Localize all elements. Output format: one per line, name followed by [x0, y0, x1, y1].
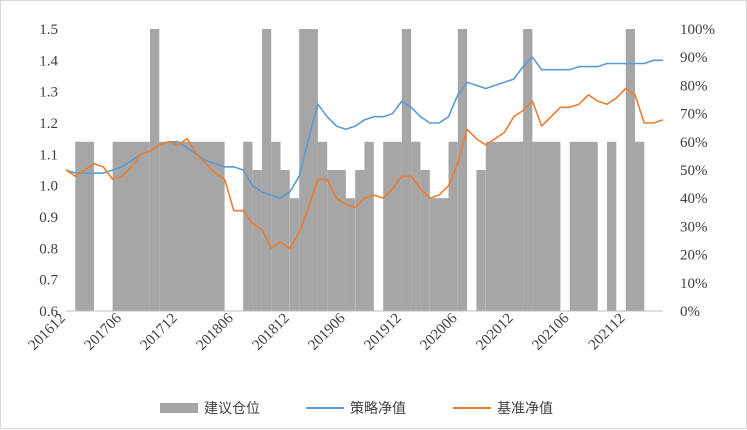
- y-left-tick-label: 1.4: [39, 53, 58, 69]
- y-left-tick-label: 1.5: [39, 22, 58, 38]
- position-area-segment: [271, 141, 281, 311]
- position-area-segment: [317, 141, 328, 311]
- position-area-segment: [448, 141, 458, 311]
- y-right-tick-label: 80%: [680, 78, 708, 94]
- legend-label-position: 建议仓位: [204, 401, 260, 417]
- benchmark-nav-line: [65, 87, 664, 250]
- x-tick-label: 201712: [138, 311, 181, 354]
- x-tick-label: 202112: [586, 311, 629, 354]
- position-area-segment: [485, 141, 524, 311]
- y-right-tick-label: 70%: [680, 107, 708, 123]
- y-right-tick-label: 30%: [680, 219, 708, 235]
- position-area-segment: [261, 29, 272, 311]
- legend-swatch-position: [160, 403, 198, 413]
- position-area-segment: [457, 29, 468, 311]
- x-tick-label: 201906: [305, 310, 348, 353]
- position-area-segment: [75, 141, 94, 311]
- position-area-segment: [327, 170, 346, 311]
- position-area-segment: [523, 29, 533, 311]
- position-area-segment: [364, 141, 374, 311]
- position-area-segment: [345, 198, 356, 311]
- position-area-segment: [635, 141, 645, 311]
- position-area-segment: [607, 141, 617, 311]
- position-area-segment: [159, 141, 225, 311]
- y-left-tick-label: 1.2: [39, 116, 58, 132]
- y-left-tick-label: 0.7: [39, 273, 58, 289]
- y-right-tick-label: 20%: [680, 248, 708, 264]
- x-tick-label: 202106: [529, 310, 572, 353]
- legend-label-benchmark: 基准净值: [497, 400, 553, 417]
- x-tick-label: 201706: [82, 310, 125, 353]
- y-right-tick-label: 60%: [680, 135, 708, 151]
- x-tick-label: 201812: [250, 311, 293, 354]
- y-left-tick-label: 1.0: [39, 179, 58, 195]
- y-left-tick-label: 0.9: [39, 210, 58, 226]
- position-area-segment: [383, 141, 402, 311]
- position-area-segment: [280, 170, 290, 311]
- y-left-tick-label: 1.1: [39, 147, 58, 163]
- line-layer: [65, 56, 664, 250]
- position-area-segment: [289, 198, 300, 311]
- y-right-tick-label: 10%: [680, 276, 708, 292]
- x-tick-label: 201912: [361, 311, 404, 354]
- position-area-segment: [429, 198, 449, 311]
- position-area-segment: [569, 141, 598, 311]
- position-area-segment: [411, 141, 421, 311]
- y-right-tick-label: 0%: [680, 304, 700, 320]
- position-area-segment: [532, 141, 561, 311]
- y-right-tick-label: 40%: [680, 191, 708, 207]
- y-right-tick-label: 50%: [680, 163, 708, 179]
- position-area-segment: [401, 29, 412, 311]
- x-tick-label: 201806: [194, 310, 237, 353]
- position-area-segment: [112, 141, 150, 311]
- position-area-segment: [625, 29, 635, 311]
- position-area-segment: [150, 29, 160, 311]
- y-left-tick-label: 0.8: [39, 241, 58, 257]
- position-area-segment: [299, 29, 318, 311]
- position-area-layer: [75, 29, 645, 311]
- y-right-tick-label: 90%: [680, 50, 708, 66]
- x-tick-label: 202006: [417, 310, 460, 353]
- position-area-segment: [476, 170, 486, 311]
- position-area-segment: [243, 141, 253, 311]
- y-left-tick-label: 1.3: [39, 85, 58, 101]
- y-left-tick-label: 0.6: [39, 304, 58, 320]
- position-area-segment: [355, 170, 365, 311]
- y-right-tick-label: 100%: [680, 22, 715, 38]
- x-tick-label: 202012: [473, 311, 516, 354]
- legend: 建议仓位 策略净值 基准净值: [160, 400, 553, 417]
- legend-label-strategy: 策略净值: [350, 400, 406, 417]
- position-area-segment: [420, 170, 430, 311]
- position-area-segment: [252, 170, 262, 311]
